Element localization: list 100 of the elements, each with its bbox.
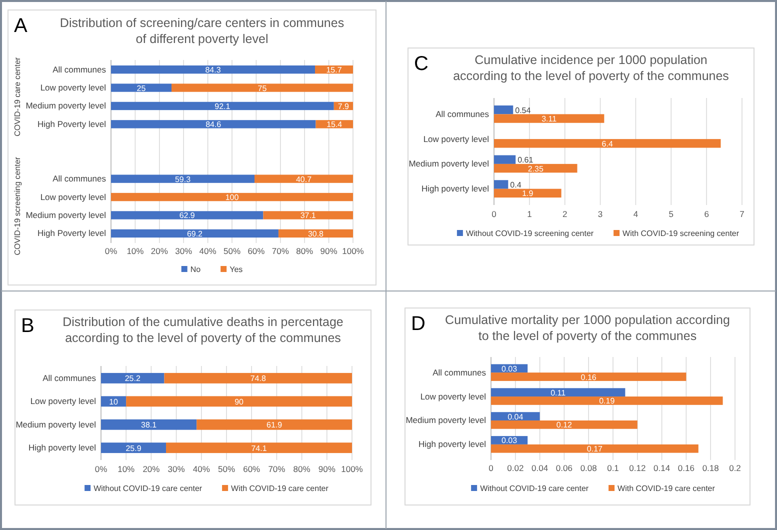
bar [111, 229, 278, 238]
data-label: 84.3 [205, 66, 222, 75]
y-tick-label: High Poverty level [37, 228, 106, 238]
data-label: 0.19 [599, 396, 616, 406]
data-label: 0.03 [502, 436, 518, 446]
x-tick-label: 60% [248, 246, 266, 256]
text: B [21, 315, 34, 337]
x-tick-label: 40% [192, 464, 210, 474]
data-label: 25.2 [124, 374, 141, 384]
data-label: 3.11 [542, 114, 558, 124]
data-label: 84.6 [206, 120, 222, 130]
bar [101, 442, 166, 454]
data-label: 69.2 [186, 229, 204, 238]
bar [111, 120, 316, 128]
data-label: 62.9 [179, 211, 196, 220]
bar [166, 442, 352, 454]
data-label: 74.1 [251, 444, 268, 453]
x-tick-label: 80% [293, 464, 311, 474]
data-label: 0.04 [508, 412, 524, 422]
x-tick-label: 5 [668, 209, 674, 220]
y-tick-label: High poverty level [28, 442, 96, 453]
bar [101, 372, 164, 384]
data-label: 61.9 [266, 420, 283, 430]
y-tick-label: Medium poverty level [26, 210, 106, 220]
bar [101, 419, 197, 430]
data-label: 90 [234, 397, 244, 406]
data-label: 2.35 [528, 164, 544, 174]
data-label: 1.9 [522, 189, 534, 198]
legend-label: Without COVID-19 care center [480, 484, 589, 493]
legend-label: Without COVID-19 screening center [466, 229, 594, 238]
data-label: 6.4 [602, 139, 614, 148]
x-tick-label: 30% [168, 464, 186, 474]
x-tick-label: 0% [94, 464, 108, 474]
x-tick-label: 60% [243, 464, 261, 474]
x-tick-label: 20% [150, 246, 168, 256]
data-label: 0.61 [518, 156, 534, 165]
x-tick-label: 0.12 [629, 463, 646, 474]
data-label: 25.9 [126, 444, 142, 453]
y-tick-label: Low poverty level [423, 134, 490, 144]
data-label: 37.1 [300, 211, 316, 220]
y-tick-label: Low poverty level [40, 192, 106, 202]
bar [494, 114, 604, 123]
data-label: 7.9 [338, 102, 350, 111]
text: D [411, 313, 426, 335]
data-label: 59.3 [174, 174, 192, 184]
bar [196, 419, 352, 430]
bar [491, 396, 723, 405]
bar [491, 388, 626, 397]
bar [164, 372, 352, 384]
bar [316, 120, 353, 128]
bar [494, 105, 514, 114]
legend-label: With COVID-19 screening center [622, 229, 740, 238]
data-label: 10 [109, 397, 119, 406]
bar [491, 412, 540, 420]
y-tick-label: Low poverty level [420, 391, 486, 402]
data-label: 40.7 [296, 174, 312, 184]
bar [254, 174, 353, 183]
data-label: 0.03 [502, 364, 518, 374]
y-tick-label: Medium poverty level [406, 415, 486, 426]
y-tick-label: All communes [52, 174, 106, 184]
bar [111, 192, 353, 202]
legend-label: No [190, 265, 202, 274]
data-label: 0.11 [550, 388, 566, 398]
bar [126, 396, 352, 407]
bar [491, 420, 638, 429]
bar [111, 174, 255, 183]
x-tick-label: 6 [704, 209, 710, 220]
x-tick-label: 0.06 [556, 463, 573, 474]
text: A [14, 15, 28, 37]
x-tick-label: 100% [342, 246, 364, 256]
bar [494, 139, 721, 148]
x-tick-label: 30% [175, 246, 193, 256]
text: COVID-19 care center [13, 56, 22, 136]
bar [494, 188, 562, 198]
data-label: 0.12 [556, 420, 573, 430]
bar [111, 65, 316, 74]
x-tick-label: 10% [118, 464, 136, 474]
x-tick-label: 20% [142, 464, 160, 474]
legend-label: Yes [230, 265, 243, 274]
legend-label: With COVID-19 care center [231, 484, 329, 493]
x-tick-label: 0% [104, 246, 118, 256]
data-label: 100 [225, 193, 240, 202]
chart-title: Distribution of screening/care centers in communes of different poverty level [60, 16, 344, 46]
x-tick-label: 0.04 [532, 463, 548, 474]
x-tick-label: 2 [562, 209, 568, 220]
x-tick-label: 40% [199, 246, 217, 256]
data-label: 0.4 [510, 180, 522, 190]
x-tick-label: 0.2 [729, 463, 742, 474]
y-tick-label: All communes [432, 367, 486, 378]
x-tick-label: 70% [272, 246, 290, 256]
x-tick-label: 50% [223, 246, 241, 256]
x-tick-label: 0 [488, 463, 494, 474]
bar [111, 102, 334, 110]
data-label: 25 [136, 84, 146, 93]
y-tick-label: Low poverty level [30, 396, 96, 406]
x-tick-label: 80% [296, 246, 314, 256]
bar [263, 211, 353, 220]
data-label: 15.4 [326, 120, 343, 130]
x-tick-label: 0.1 [607, 463, 620, 474]
bar [111, 84, 172, 92]
